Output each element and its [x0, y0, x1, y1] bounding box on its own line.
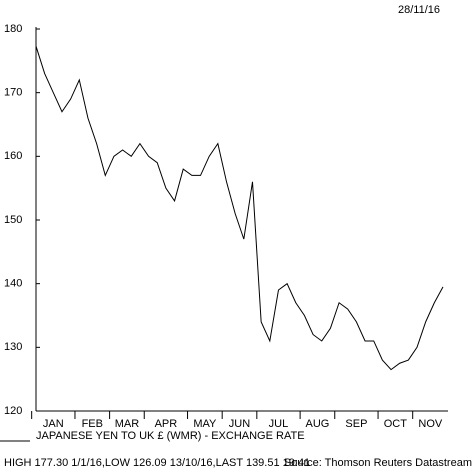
y-tick-label: 180	[4, 23, 22, 35]
x-tick-label: MAY	[193, 418, 217, 430]
x-tick-label: JUL	[269, 418, 289, 430]
x-tick-label: NOV	[418, 418, 443, 430]
y-tick-label: 140	[4, 278, 22, 290]
x-tick-label: AUG	[306, 418, 330, 430]
x-tick-label: OCT	[384, 418, 408, 430]
y-tick-label: 150	[4, 214, 22, 226]
x-tick-label: JUN	[229, 418, 250, 430]
date: 28/11/16	[398, 4, 440, 16]
source: Source: Thomson Reuters Datastream	[284, 457, 472, 469]
chart-title: JAPANESE YEN TO UK £ (WMR) - EXCHANGE RA…	[36, 430, 305, 442]
y-tick-label: 120	[4, 405, 22, 417]
x-tick-label: MAR	[115, 418, 140, 430]
x-tick-label: FEB	[82, 418, 103, 430]
footer: HIGH 177.30 1/1/16,LOW 126.09 13/10/16,L…	[4, 457, 310, 469]
y-tick-label: 170	[4, 87, 22, 99]
line	[35, 46, 444, 371]
x-tick-label: APR	[155, 418, 178, 430]
x-tick-label: JAN	[43, 418, 64, 430]
x-tick-label: SEP	[345, 418, 367, 430]
y-tick-label: 130	[4, 341, 22, 353]
y-tick-label: 160	[4, 150, 22, 162]
